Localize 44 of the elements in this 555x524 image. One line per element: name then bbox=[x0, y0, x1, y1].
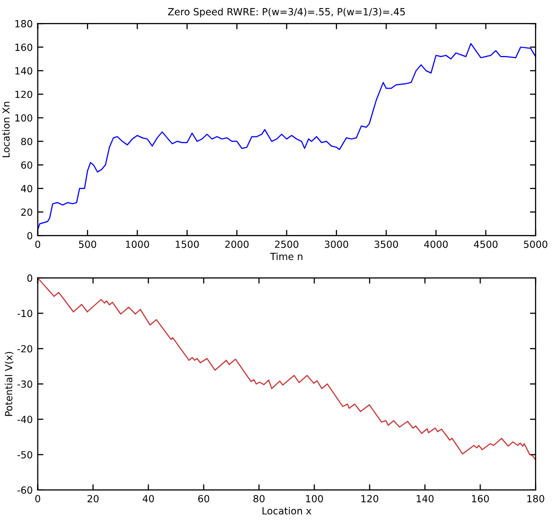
y-axis-title: Location Xn bbox=[2, 102, 10, 158]
x-tick-label: 20 bbox=[88, 494, 99, 502]
x-tick-label: 1500 bbox=[176, 240, 199, 248]
x-tick-label: 100 bbox=[306, 494, 323, 502]
x-axis-title: Location x bbox=[262, 506, 312, 515]
y-tick-label: 100 bbox=[15, 114, 32, 122]
x-tick-label: 60 bbox=[198, 494, 210, 502]
y-tick-label: -30 bbox=[17, 380, 32, 388]
x-axis-title: Time n bbox=[270, 252, 302, 260]
y-tick-label: 120 bbox=[15, 90, 32, 98]
y-tick-label: -50 bbox=[17, 451, 32, 458]
x-tick-label: 3000 bbox=[324, 240, 348, 248]
x-tick-label: 160 bbox=[472, 494, 489, 502]
y-tick-label: 80 bbox=[21, 138, 32, 146]
x-tick-label: 4000 bbox=[424, 240, 448, 248]
line-series bbox=[38, 43, 536, 230]
y-axis-title: Potential V(x) bbox=[4, 352, 14, 416]
y-tick-label: 0 bbox=[27, 232, 32, 240]
x-tick-label: 0 bbox=[35, 240, 40, 248]
x-tick-label: 120 bbox=[361, 494, 378, 502]
chart-title: Zero Speed RWRE: P(w=3/4)=.55, P(w=1/3)=.45 bbox=[168, 8, 405, 18]
x-tick-label: 4500 bbox=[474, 240, 498, 248]
x-tick-label: 500 bbox=[78, 240, 96, 248]
x-tick-label: 180 bbox=[527, 494, 544, 502]
y-tick-label: -40 bbox=[17, 416, 32, 424]
y-tick-label: 140 bbox=[15, 67, 32, 75]
x-tick-label: 2500 bbox=[275, 240, 298, 248]
y-tick-label: 60 bbox=[21, 161, 32, 169]
x-tick-label: 140 bbox=[416, 494, 434, 502]
x-tick-label: 3500 bbox=[374, 240, 398, 248]
x-tick-label: 40 bbox=[142, 494, 154, 502]
x-tick-label: 80 bbox=[253, 494, 265, 502]
y-tick-label: 160 bbox=[15, 44, 32, 51]
y-tick-label: 180 bbox=[15, 20, 32, 28]
y-tick-label: 40 bbox=[20, 184, 32, 192]
x-tick-label: 0 bbox=[35, 494, 40, 502]
x-tick-label: 5000 bbox=[524, 240, 548, 248]
y-tick-label: -60 bbox=[17, 486, 32, 494]
x-tick-label: 1000 bbox=[126, 240, 150, 248]
y-tick-label: 0 bbox=[27, 274, 32, 282]
y-tick-label: -20 bbox=[17, 345, 32, 352]
y-tick-label: 20 bbox=[21, 208, 32, 216]
y-tick-label: -10 bbox=[17, 310, 32, 318]
x-tick-label: 2000 bbox=[225, 240, 249, 248]
